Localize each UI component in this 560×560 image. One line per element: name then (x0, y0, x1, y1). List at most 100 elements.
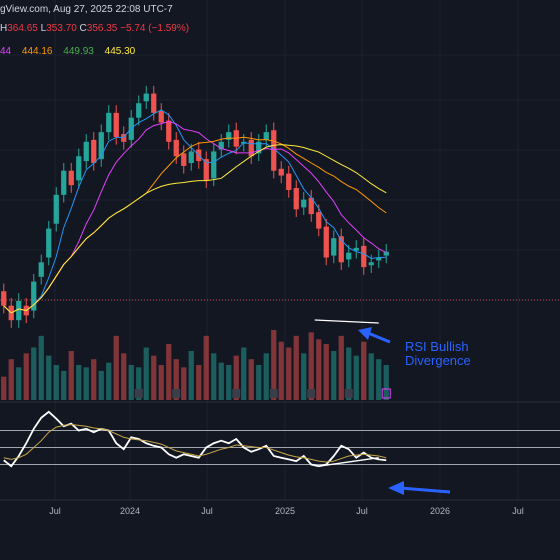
candle-body-20 (151, 93, 157, 113)
candle-body-43 (323, 226, 329, 258)
rsi-pane (0, 410, 560, 468)
divergence-annotation: RSI Bullish Divergence (405, 340, 471, 368)
volume-bar-37 (278, 341, 284, 400)
candle-body-24 (181, 153, 187, 166)
volume-bar-27 (203, 335, 209, 400)
volume-bar-23 (173, 359, 179, 400)
symbol-header: gView.com, Aug 27, 2025 22:08 UTC-7 (0, 4, 173, 15)
candle-body-9 (68, 170, 74, 186)
ma-line-0 (3, 109, 387, 314)
volume-bar-29 (218, 362, 224, 400)
volume-bar-34 (256, 365, 262, 400)
volume-bar-24 (181, 367, 187, 400)
volume-bar-48 (361, 341, 367, 400)
change-value: −5.74 (−1.59%) (120, 23, 190, 34)
volume-bar-12 (91, 359, 97, 400)
volume-bar-15 (113, 335, 119, 400)
price-divergence-segment (314, 319, 379, 324)
ohlc-readout: H364.65 L353.70 C356.35 −5.74 (−1.59%) (0, 23, 189, 34)
volume-bar-30 (226, 365, 232, 400)
candle-body-11 (83, 141, 89, 162)
volume-bar-44 (331, 351, 337, 400)
volume-bar-46 (346, 347, 352, 400)
volume-bar-43 (323, 344, 329, 400)
candle-body-37 (278, 168, 284, 176)
x-tick-label-5: 2026 (430, 506, 450, 516)
candle-body-14 (106, 112, 112, 133)
candle-body-46 (346, 252, 352, 260)
close-label: C (79, 23, 87, 34)
ma-line-3 (3, 144, 387, 314)
volume-bar-18 (136, 367, 142, 400)
candle-body-41 (308, 197, 314, 215)
earnings-badge-1 (172, 389, 181, 398)
candle-body-29 (218, 141, 224, 150)
earnings-badge-2 (232, 389, 241, 398)
candle-body-40 (301, 199, 307, 208)
candle-body-30 (226, 132, 232, 140)
candle-body-44 (331, 238, 337, 256)
price-divergence-line (314, 319, 379, 324)
source-label: gView.com, Aug 27, 2025 22:08 UTC-7 (0, 4, 173, 15)
volume-bar-50 (376, 359, 382, 400)
candle-body-15 (113, 112, 119, 137)
x-tick-label-0: Jul (49, 506, 61, 516)
ma-value-1: 44 (0, 46, 12, 57)
ma-value-2: 444.16 (21, 46, 53, 57)
earnings-badge-6 (381, 388, 391, 399)
candle-body-50 (376, 257, 382, 261)
moving-average-lines (3, 109, 387, 314)
volume-bar-19 (143, 347, 149, 400)
rsi-arrow-head (388, 481, 404, 495)
volume-bar-49 (368, 353, 374, 400)
volume-bar-22 (166, 344, 172, 400)
candle-body-51 (383, 251, 389, 256)
divergence-arrows (358, 327, 451, 495)
candle-body-48 (361, 245, 367, 268)
candle-body-45 (338, 236, 344, 263)
annotation-line-2: Divergence (405, 353, 471, 368)
candle-body-35 (263, 132, 269, 140)
candle-body-39 (293, 188, 299, 210)
volume-bar-3 (23, 353, 29, 400)
x-tick-label-1: 2024 (120, 506, 140, 516)
x-tick-label-3: 2025 (275, 506, 295, 516)
earnings-badge-3 (269, 389, 278, 398)
volume-bar-9 (68, 351, 74, 400)
x-tick-label-6: Jul (512, 506, 524, 516)
volume-bar-11 (83, 367, 89, 400)
earnings-badge-4 (307, 389, 316, 398)
volume-bar-1 (8, 359, 14, 400)
volume-bar-39 (293, 335, 299, 400)
volume-bar-45 (338, 335, 344, 400)
volume-bar-42 (316, 339, 322, 400)
volume-bar-28 (211, 353, 217, 400)
volume-bar-47 (353, 355, 359, 400)
candle-body-7 (53, 194, 59, 224)
candle-body-12 (91, 139, 97, 163)
volume-bar-41 (308, 332, 314, 400)
rsi-divergence-segment (318, 457, 379, 467)
candle-body-10 (76, 156, 82, 181)
candle-body-33 (248, 139, 254, 157)
candle-body-36 (271, 130, 277, 171)
candle-body-13 (98, 132, 104, 160)
ma-value-3: 449.93 (63, 46, 94, 57)
candle-body-18 (136, 103, 142, 118)
annotation-line-1: RSI Bullish (405, 339, 469, 354)
volume-bar-13 (98, 370, 104, 400)
volume-bar-32 (241, 347, 247, 400)
volume-bar-6 (46, 355, 52, 400)
candle-body-2 (16, 300, 22, 321)
low-label: L (40, 23, 47, 34)
volume-bar-0 (1, 376, 7, 400)
ma-line-2 (3, 136, 387, 314)
x-axis: Jul 2024 Jul 2025 Jul 2026 Jul (0, 499, 560, 516)
price-arrow-shaft (367, 331, 391, 344)
volume-bar-38 (286, 347, 292, 400)
volume-bar-10 (76, 365, 82, 400)
close-value: 356.35 (86, 23, 118, 34)
candle-body-8 (61, 170, 67, 195)
volume-bar-25 (188, 351, 194, 400)
earnings-badge-0 (134, 389, 143, 398)
